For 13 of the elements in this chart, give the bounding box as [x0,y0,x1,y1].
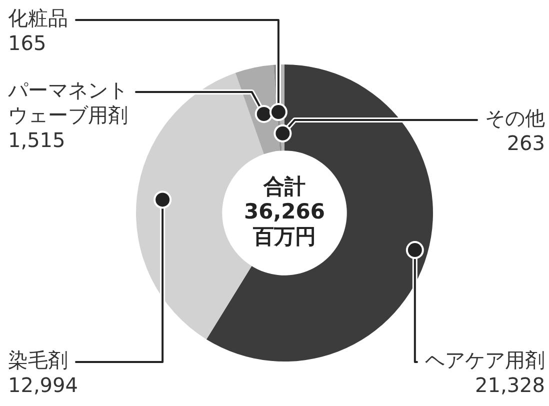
slice-label: ヘアケア用剤 [425,348,545,372]
text: 百万円 [252,224,316,248]
data-label: 263 [506,131,545,156]
slice-label: その他 [485,106,545,130]
data-label: 21,328 [475,373,545,398]
text: 36,266 [244,199,326,224]
data-label: 12,994 [8,373,78,398]
slice-label: 化粧品 [8,6,68,30]
slice-label: パーマネントウェーブ用剤 [7,78,128,128]
data-label: 165 [8,31,46,56]
slice-label: 染毛剤 [8,348,68,372]
text: 合計 [262,174,306,198]
data-label: 1,515 [8,128,66,152]
